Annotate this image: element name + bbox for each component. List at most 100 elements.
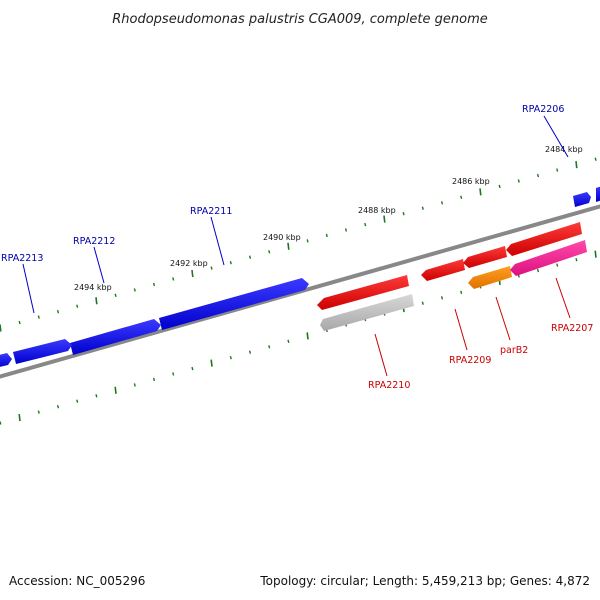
outer-major-tick — [575, 161, 578, 169]
outer-minor-tick — [460, 195, 463, 199]
accession-label: Accession: NC_005296 — [9, 574, 145, 588]
leader-rpa2212 — [93, 246, 105, 284]
map-title: Rhodopseudomonas palustris CGA009, compl… — [112, 12, 488, 27]
label-rpa2213[interactable]: RPA2213 — [1, 253, 43, 264]
inner-minor-tick — [556, 263, 559, 267]
label-rpa2211[interactable]: RPA2211 — [190, 206, 232, 217]
gene-parb2-arrow[interactable] — [468, 266, 512, 289]
tick-label-2486: 2486 kbp — [452, 177, 490, 186]
outer-major-tick — [479, 188, 482, 196]
tick-label-2488: 2488 kbp — [358, 206, 396, 215]
inner-minor-tick — [536, 268, 540, 273]
genome-backbone — [0, 204, 600, 379]
outer-minor-tick — [210, 266, 213, 270]
outer-minor-tick — [364, 222, 367, 227]
outer-tick-row — [0, 157, 597, 332]
outer-minor-tick — [37, 315, 40, 319]
outer-minor-tick — [306, 239, 309, 243]
outer-minor-tick — [440, 201, 444, 205]
gene-rpa2210-pseudo-arrow[interactable] — [320, 294, 414, 331]
outer-minor-tick — [114, 293, 117, 298]
outer-major-tick — [287, 242, 290, 250]
reverse-strand-genes — [317, 222, 587, 331]
gene-rpa2213-arrow[interactable] — [13, 339, 72, 364]
outer-minor-tick — [152, 282, 156, 287]
label-rpa2212[interactable]: RPA2212 — [73, 236, 115, 247]
forward-strand-genes — [0, 185, 600, 368]
inner-major-tick — [114, 386, 117, 394]
gene-rpa2206-arrow[interactable] — [573, 192, 591, 207]
inner-minor-tick — [56, 404, 60, 409]
inner-minor-tick — [95, 394, 98, 398]
label-rpa2207[interactable]: RPA2207 — [551, 323, 593, 334]
inner-minor-tick — [0, 421, 2, 425]
gene-rpa2207-red-arrow[interactable] — [506, 222, 582, 256]
tick-label-2494: 2494 kbp — [74, 283, 112, 292]
gene-rpa2206-right-arrow[interactable] — [596, 185, 600, 202]
gene-rpa2210-arrow[interactable] — [317, 275, 409, 310]
label-leaders — [22, 115, 571, 377]
outer-minor-tick — [18, 320, 21, 325]
outer-minor-tick — [56, 309, 60, 314]
outer-minor-tick — [517, 179, 520, 183]
outer-minor-tick — [556, 168, 559, 172]
outer-minor-tick — [402, 211, 405, 216]
gene-rpa2209-arrow[interactable] — [421, 259, 465, 281]
inner-minor-tick — [152, 377, 156, 382]
outer-major-tick — [191, 269, 194, 278]
inner-minor-tick — [133, 383, 136, 387]
inner-minor-tick — [229, 355, 232, 360]
leader-rpa2211 — [210, 216, 225, 266]
tick-label-2492: 2492 kbp — [170, 259, 208, 268]
outer-minor-tick — [325, 233, 328, 238]
leader-rpa2210 — [374, 333, 388, 377]
topology-summary: Topology: circular; Length: 5,459,213 bp… — [259, 574, 590, 588]
outer-minor-tick — [421, 206, 424, 210]
inner-minor-tick — [37, 410, 40, 414]
outer-major-tick — [0, 324, 2, 332]
label-rpa2210[interactable]: RPA2210 — [368, 380, 410, 391]
leader-rpa2207 — [555, 277, 571, 319]
leader-parb2 — [495, 296, 511, 341]
outer-minor-tick — [594, 157, 597, 161]
leader-rpa2206 — [543, 115, 569, 158]
tick-label-2490: 2490 kbp — [263, 233, 301, 242]
gene-rpa2208-arrow[interactable] — [463, 246, 507, 268]
inner-minor-tick — [440, 296, 444, 300]
outer-minor-tick — [344, 228, 348, 232]
outer-minor-tick — [76, 304, 79, 308]
leader-rpa2209 — [454, 308, 468, 351]
inner-minor-tick — [191, 366, 194, 371]
inner-major-tick — [18, 413, 21, 422]
outer-minor-tick — [268, 250, 271, 254]
outer-minor-tick — [133, 288, 136, 292]
gene-rpa2211-arrow[interactable] — [159, 278, 309, 330]
inner-minor-tick — [460, 290, 463, 294]
inner-minor-tick — [248, 350, 252, 354]
inner-minor-tick — [172, 372, 175, 376]
outer-minor-tick — [229, 260, 232, 265]
inner-major-tick — [594, 250, 597, 258]
outer-major-tick — [383, 215, 386, 223]
inner-minor-tick — [76, 399, 79, 403]
outer-minor-tick — [172, 277, 175, 281]
outer-minor-tick — [536, 173, 540, 178]
label-rpa2209[interactable]: RPA2209 — [449, 355, 491, 366]
inner-minor-tick — [287, 339, 290, 344]
label-rpa2206[interactable]: RPA2206 — [522, 104, 564, 115]
inner-major-tick — [210, 359, 213, 367]
label-parb2[interactable]: parB2 — [500, 345, 528, 356]
outer-minor-tick — [248, 255, 252, 259]
gene-left-edge-arrow[interactable] — [0, 353, 12, 368]
leader-rpa2213 — [22, 263, 35, 314]
gene-rpa2212-arrow[interactable] — [70, 319, 161, 355]
inner-major-tick — [306, 332, 309, 340]
inner-minor-tick — [421, 301, 424, 305]
gene-rpa2207-arrow[interactable] — [510, 240, 587, 276]
inner-minor-tick — [268, 345, 271, 349]
outer-minor-tick — [498, 184, 501, 189]
inner-minor-tick — [575, 257, 578, 262]
gene-labels: RPA2206 RPA2211 RPA2212 RPA2213 RPA2210 … — [1, 104, 593, 391]
outer-major-tick — [95, 297, 98, 305]
